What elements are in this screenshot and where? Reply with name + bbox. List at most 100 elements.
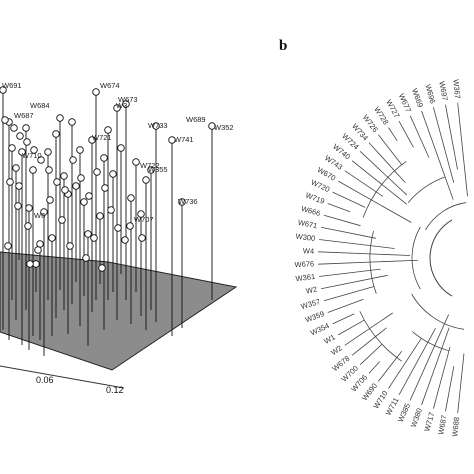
data-point (121, 236, 129, 244)
data-point (60, 172, 68, 180)
data-point (30, 146, 38, 154)
tree-arc (359, 311, 402, 362)
tree-leaf-label: W385 (396, 402, 412, 424)
data-point (178, 198, 186, 206)
data-point (76, 146, 84, 154)
tree-branch (359, 343, 383, 365)
data-point (127, 194, 135, 202)
tree-leaf-label: W361 (295, 272, 316, 283)
point-label: W684 (30, 101, 50, 110)
data-point (4, 242, 12, 250)
tree-leaf-label: W367 (451, 79, 462, 99)
data-point (16, 132, 24, 140)
panel-a-3d-scatter: W691 W674 W684 W673 W687 W689 W733 W352 W721 W741… (0, 81, 238, 395)
tree-arc (369, 230, 377, 294)
data-point (96, 212, 104, 220)
point-label: W355 (148, 165, 168, 174)
tree-branch (338, 319, 365, 336)
data-point (1, 116, 9, 124)
point-label: W733 (148, 121, 168, 130)
tree-leaf-label: W2 (305, 285, 318, 296)
data-point (22, 124, 30, 132)
tree-branch (388, 338, 422, 389)
data-point (100, 154, 108, 162)
data-point (26, 260, 34, 268)
tree-leaf-label: W688 (450, 417, 461, 437)
data-point (25, 204, 33, 212)
data-point (85, 192, 93, 200)
tree-leaf-label: W357 (300, 297, 321, 311)
tree-leaf-label: W666 (300, 204, 321, 218)
data-point (142, 176, 150, 184)
data-point (117, 144, 125, 152)
tree-branch (445, 366, 455, 412)
tree-branch (320, 226, 377, 239)
data-point (44, 148, 52, 156)
tree-leaf-labels: W367W697W696W669W677W727W728W726W734W724… (294, 79, 462, 437)
tree-arc (407, 176, 445, 203)
tree-branch (445, 104, 458, 170)
tree-branch (378, 134, 403, 165)
data-point (66, 242, 74, 250)
tree-branch (457, 353, 465, 414)
data-point (61, 186, 69, 194)
tree-leaf-label: W676 (294, 259, 314, 269)
tree-branch (320, 274, 388, 290)
tree-branch (319, 239, 395, 249)
data-point (138, 234, 146, 242)
panel-b-dendrogram: b W367W697W696W669W677W727W728W726W734W7… (279, 38, 468, 437)
data-point (45, 166, 53, 174)
data-point (88, 136, 96, 144)
tree-arc (362, 161, 407, 218)
tree-branch (351, 327, 387, 356)
data-point (77, 174, 85, 182)
tree-branch (457, 102, 468, 197)
point-label: W3 (116, 101, 127, 110)
data-point (6, 178, 14, 186)
tree-branch (323, 214, 361, 227)
x-tick-label: 0.12 (106, 385, 124, 395)
point-label: W722 (140, 161, 160, 170)
tree-branch (323, 286, 375, 302)
tree-leaf-label: W1 (323, 332, 337, 345)
tree-branch (398, 327, 436, 396)
tree-leaf-label: W300 (295, 232, 316, 243)
data-point (52, 130, 60, 138)
data-point (147, 166, 155, 174)
data-point (68, 118, 76, 126)
data-point (104, 126, 112, 134)
tree-branches (318, 102, 468, 414)
tree-branch (421, 110, 454, 200)
stem-lines (2, 90, 213, 356)
tree-branch (368, 142, 406, 183)
tree-arc (425, 202, 467, 231)
tree-leaf-label: W2 (329, 343, 343, 357)
tree-leaf-label: W4 (303, 246, 315, 255)
data-point (92, 88, 100, 96)
tree-branch (327, 203, 351, 213)
tree-branch (338, 180, 412, 223)
tree-branch (421, 327, 450, 406)
tree-branch (344, 312, 394, 346)
data-point (122, 100, 130, 108)
tree-arc (411, 226, 421, 290)
point-label: W673 (118, 95, 138, 104)
data-point (58, 216, 66, 224)
tree-leaf-label: W717 (422, 411, 436, 432)
tree-branch (368, 361, 381, 374)
data-point (24, 222, 32, 230)
x-tick-label: 0.06 (36, 375, 54, 385)
tree-leaf-label: W719 (304, 191, 326, 206)
tree-branch (344, 170, 384, 197)
data-point (46, 196, 54, 204)
point-label: W689 (186, 115, 206, 124)
tree-arc (429, 219, 453, 297)
tree-branch (332, 313, 355, 325)
tree-branch (327, 298, 364, 313)
tree-leaf-label: W697 (437, 81, 449, 102)
data-point (34, 246, 42, 254)
tree-branch (332, 191, 366, 208)
data-point (8, 144, 16, 152)
data-point (29, 166, 37, 174)
